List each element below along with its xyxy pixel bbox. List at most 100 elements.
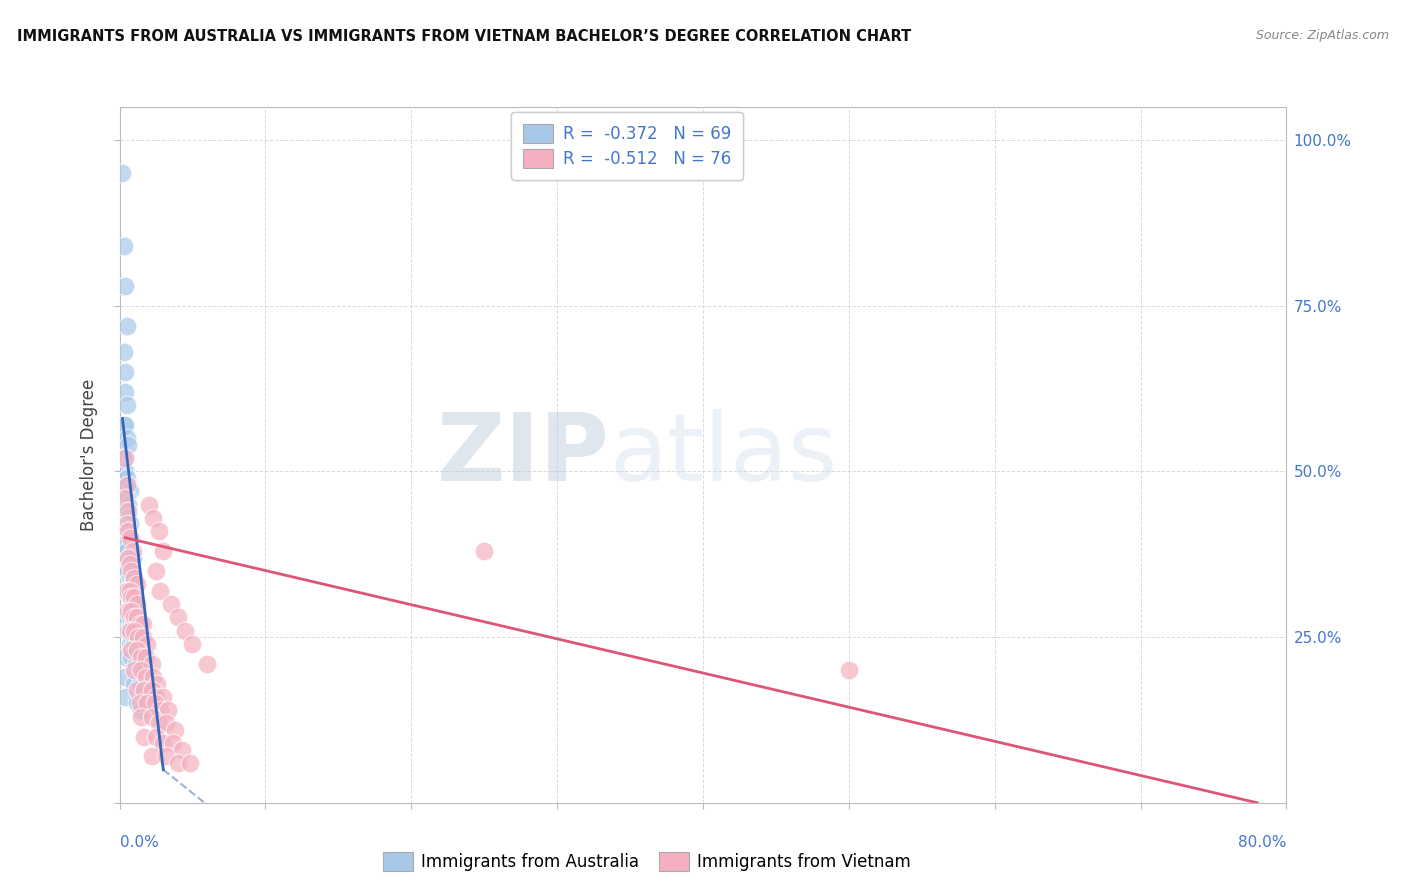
Point [122, 630, 145, 644]
Point [145, 690, 167, 704]
Point [114, 418, 136, 433]
Point [115, 318, 138, 333]
Point [125, 610, 148, 624]
Point [122, 624, 145, 638]
Point [125, 597, 148, 611]
Point [125, 643, 148, 657]
Point [142, 511, 165, 525]
Point [166, 610, 188, 624]
Point [115, 524, 138, 538]
Point [112, 504, 135, 518]
Point [117, 498, 139, 512]
Point [129, 657, 152, 671]
Point [125, 683, 148, 698]
Point [112, 537, 135, 551]
Point [120, 624, 142, 638]
Point [141, 683, 163, 698]
Point [166, 756, 188, 770]
Point [114, 279, 136, 293]
Point [121, 544, 143, 558]
Point [145, 730, 167, 744]
Point [117, 477, 139, 491]
Point [117, 524, 139, 538]
Point [136, 697, 159, 711]
Point [114, 690, 136, 704]
Point [155, 716, 177, 731]
Point [111, 166, 134, 180]
Point [115, 544, 138, 558]
Point [122, 577, 145, 591]
Point [141, 709, 163, 723]
Point [152, 544, 174, 558]
Point [138, 498, 160, 512]
Point [112, 418, 135, 433]
Point [155, 749, 177, 764]
Point [115, 477, 138, 491]
Point [120, 591, 142, 605]
Point [838, 663, 860, 677]
Point [115, 583, 138, 598]
Point [122, 591, 145, 605]
Point [114, 384, 136, 399]
Point [152, 690, 174, 704]
Point [115, 398, 138, 412]
Point [115, 517, 138, 532]
Point [114, 451, 136, 466]
Point [195, 657, 218, 671]
Point [114, 558, 136, 572]
Point [120, 531, 142, 545]
Text: 0.0%: 0.0% [120, 836, 159, 850]
Point [162, 736, 184, 750]
Point [117, 438, 139, 452]
Point [112, 670, 135, 684]
Point [122, 637, 145, 651]
Point [125, 577, 148, 591]
Point [143, 697, 166, 711]
Point [112, 345, 135, 359]
Point [115, 511, 138, 525]
Point [118, 558, 141, 572]
Text: 80.0%: 80.0% [1239, 836, 1286, 850]
Point [117, 550, 139, 565]
Point [129, 676, 152, 690]
Point [114, 365, 136, 379]
Point [148, 524, 170, 538]
Point [141, 749, 163, 764]
Point [118, 591, 141, 605]
Point [112, 239, 135, 253]
Point [114, 465, 136, 479]
Point [114, 491, 136, 505]
Point [117, 531, 139, 545]
Point [112, 451, 135, 466]
Point [118, 624, 141, 638]
Point [121, 616, 143, 631]
Point [120, 564, 142, 578]
Point [118, 550, 141, 565]
Point [122, 570, 145, 584]
Point [120, 604, 142, 618]
Point [118, 531, 141, 545]
Point [129, 616, 152, 631]
Point [122, 610, 145, 624]
Point [142, 670, 165, 684]
Point [127, 630, 149, 644]
Point [114, 650, 136, 665]
Point [114, 491, 136, 505]
Point [118, 583, 141, 598]
Point [117, 550, 139, 565]
Point [131, 663, 153, 677]
Point [117, 583, 139, 598]
Point [136, 637, 159, 651]
Point [122, 597, 145, 611]
Point [117, 511, 139, 525]
Point [117, 564, 139, 578]
Point [114, 524, 136, 538]
Point [117, 604, 139, 618]
Point [181, 637, 204, 651]
Point [115, 431, 138, 445]
Y-axis label: Bachelor's Degree: Bachelor's Degree [80, 379, 98, 531]
Point [115, 564, 138, 578]
Point [125, 604, 148, 618]
Point [172, 743, 194, 757]
Point [146, 676, 169, 690]
